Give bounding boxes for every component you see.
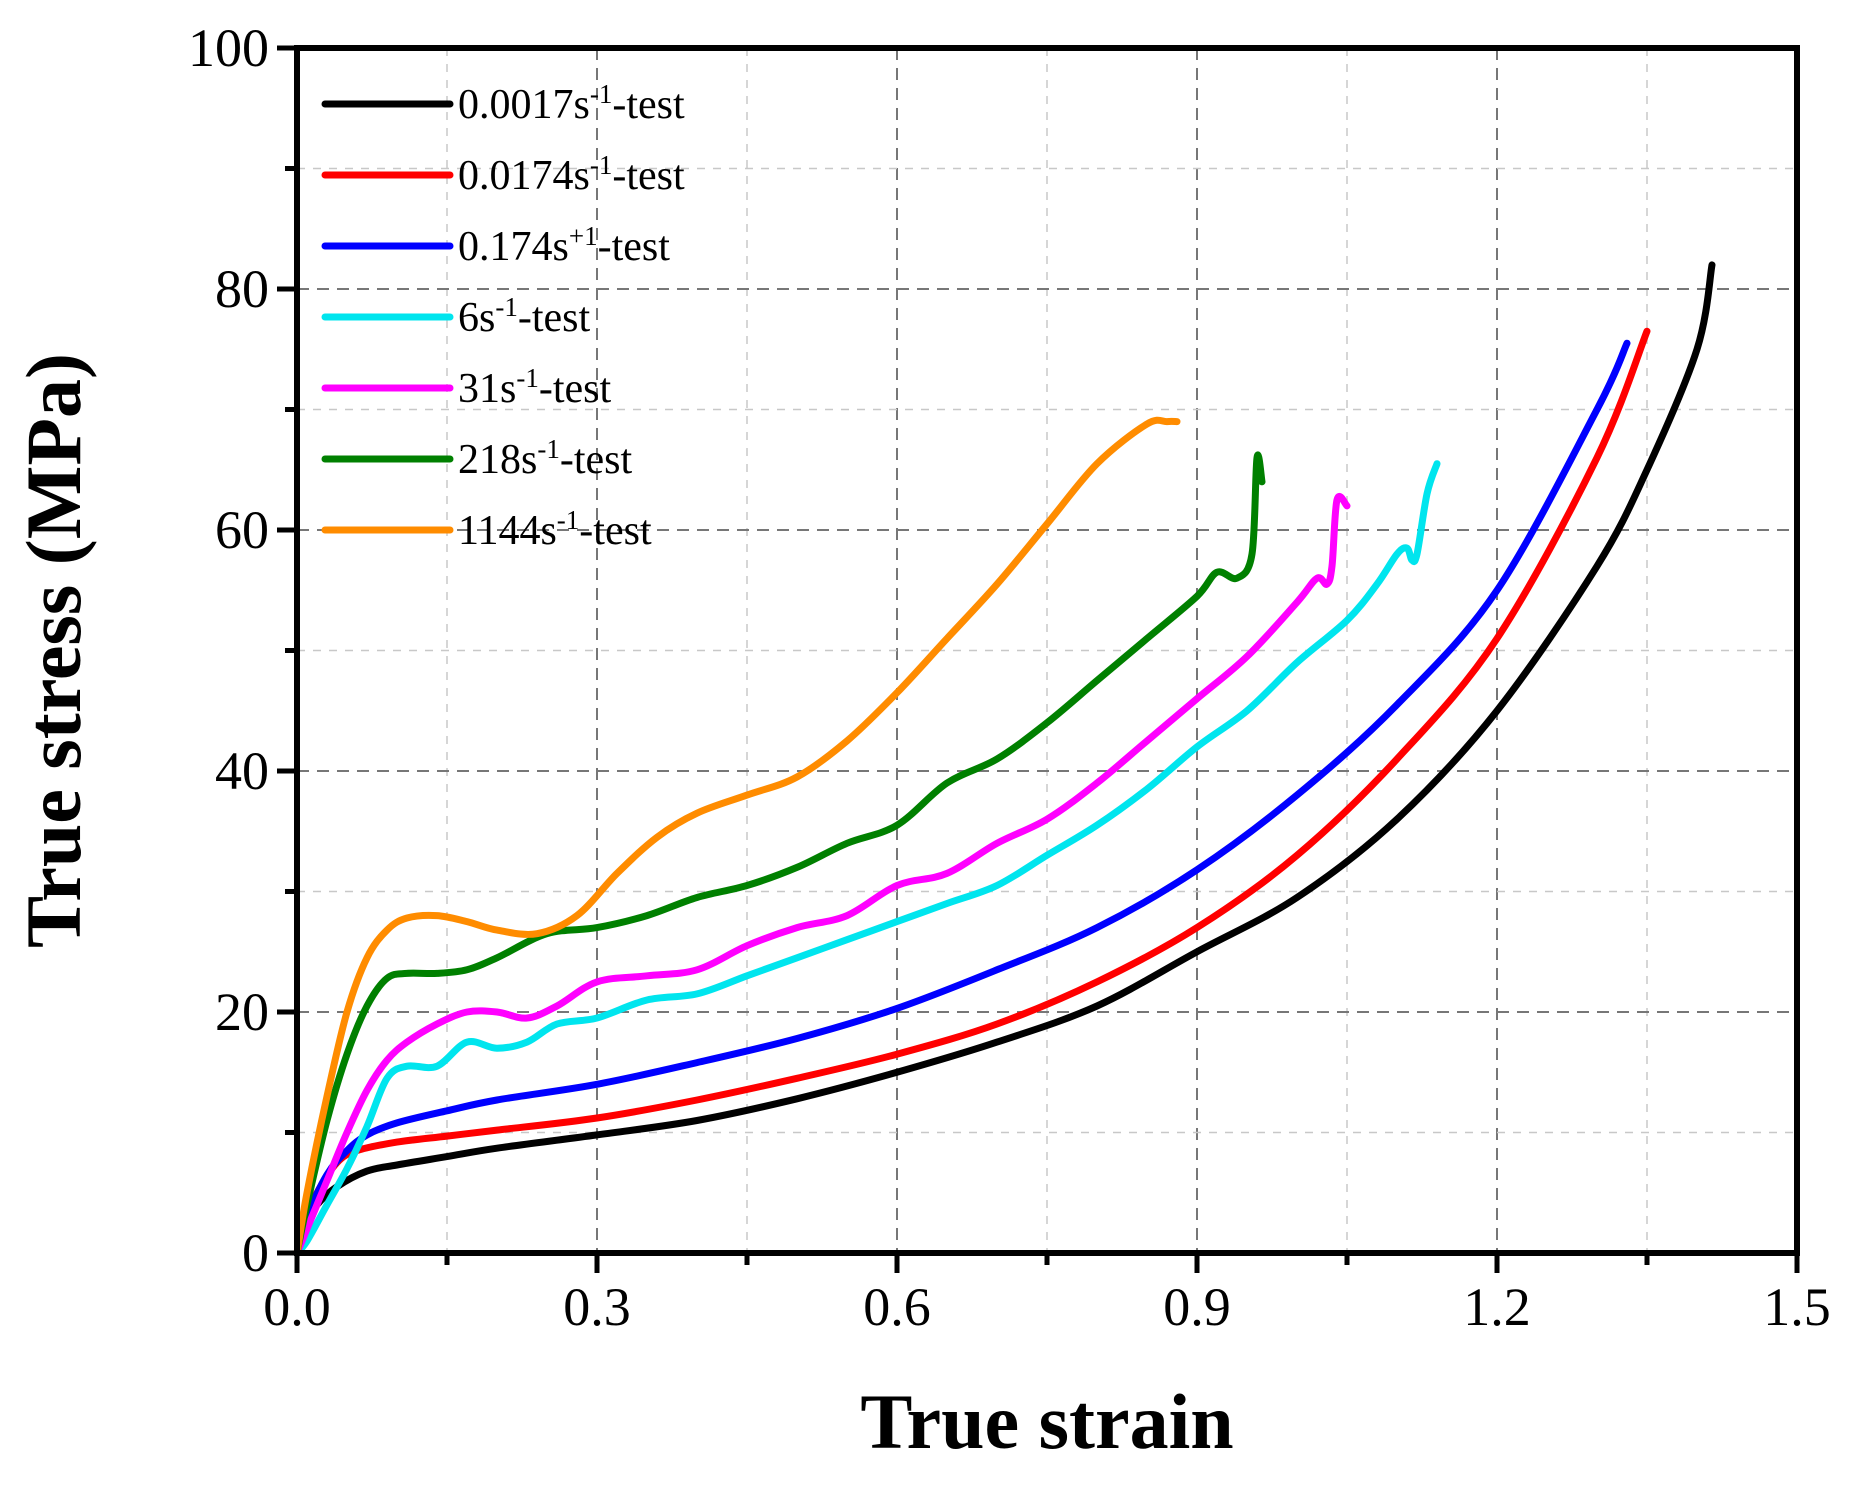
series-lines [293,261,1716,1257]
y-tick-label: 100 [188,18,269,78]
x-axis-title: True strain [860,1378,1233,1465]
legend-label-0: 0.0017s-1-test [458,79,685,128]
y-tick-labels: 0 20 40 60 80 100 [188,18,269,1283]
y-axis-title: True stress (MPa) [10,353,97,948]
legend-label-4: 31s-1-test [458,363,612,412]
axis-ticks [277,45,1800,1273]
series-line-6 [293,416,1181,1257]
series-line-0 [293,261,1716,1257]
x-tick-labels: 0.0 0.3 0.6 0.9 1.2 1.5 [263,1277,1831,1337]
y-tick-label: 20 [215,982,269,1042]
y-tick-label: 0 [242,1223,269,1283]
x-tick-label: 0.3 [563,1277,631,1337]
legend-label-5: 218s-1-test [458,434,633,483]
legend-label-3: 6s-1-test [458,292,591,341]
y-tick-label: 40 [215,741,269,801]
series-line-5 [293,451,1266,1257]
y-tick-label: 60 [215,500,269,560]
x-tick-label: 0.6 [863,1277,931,1337]
legend-label-6: 1144s-1-test [458,505,652,554]
series-line-4 [293,492,1351,1257]
legend-label-1: 0.0174s-1-test [458,150,685,199]
x-tick-label: 0.0 [263,1277,331,1337]
series-line-3 [293,460,1441,1257]
x-tick-label: 0.9 [1163,1277,1231,1337]
x-tick-label: 1.2 [1463,1277,1531,1337]
legend: 0.0017s-1-test 0.0174s-1-test 0.174s+1-tes… [321,79,685,554]
x-tick-label: 1.5 [1763,1277,1831,1337]
y-tick-label: 80 [215,259,269,319]
legend-label-2: 0.174s+1-test [458,221,670,270]
